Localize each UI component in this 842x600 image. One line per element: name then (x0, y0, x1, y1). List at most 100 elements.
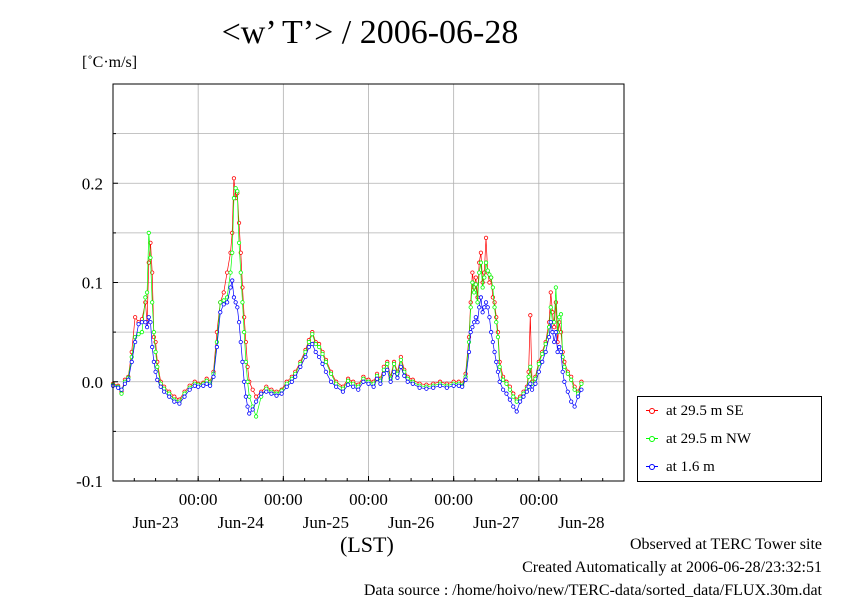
data-point (558, 349, 564, 355)
x-tick-label: 00:00 (434, 490, 473, 509)
data-point (470, 270, 475, 275)
x-date-label: Jun-26 (388, 513, 434, 532)
data-point (306, 344, 311, 350)
data-point (504, 391, 509, 396)
data-point (487, 272, 492, 277)
data-point (192, 383, 197, 388)
data-point (221, 298, 226, 303)
data-point (511, 394, 516, 399)
data-point (472, 290, 477, 295)
data-point (507, 387, 512, 392)
footer-observed: Observed at TERC Tower site (629, 536, 822, 553)
data-point (553, 300, 558, 305)
legend-label-1-6m: at 1.6 m (666, 458, 715, 475)
data-point (470, 280, 475, 285)
data-point (553, 330, 558, 335)
data-point (148, 255, 153, 260)
data-point (245, 404, 250, 409)
legend-label-se: at 29.5 m SE (666, 402, 744, 419)
data-point (494, 320, 499, 325)
data-point (565, 371, 570, 376)
data-point (548, 305, 553, 310)
data-point (485, 268, 490, 273)
data-point (528, 364, 533, 369)
data-point (562, 379, 567, 384)
data-point (151, 359, 156, 364)
data-point (473, 315, 478, 320)
data-point (155, 364, 160, 369)
data-point (274, 393, 279, 398)
data-point (310, 341, 315, 347)
data-point (431, 385, 436, 390)
data-point (470, 325, 475, 330)
data-point (495, 369, 501, 374)
data-point (253, 399, 259, 404)
data-point (558, 312, 564, 317)
data-point (129, 359, 134, 364)
data-point (148, 320, 153, 325)
data-point (126, 377, 131, 382)
data-point (552, 325, 557, 330)
data-point (247, 411, 252, 416)
data-point (119, 391, 124, 396)
data-point (207, 383, 213, 388)
data-point (242, 330, 247, 335)
data-point (146, 230, 151, 235)
data-point (242, 379, 247, 384)
data-point (524, 389, 530, 394)
data-point (243, 394, 248, 399)
data-point (540, 359, 545, 364)
data-point (235, 189, 240, 194)
data-point (466, 349, 472, 355)
data-point (162, 389, 167, 394)
data-point (553, 285, 558, 290)
data-point (552, 320, 557, 325)
data-point (480, 310, 485, 315)
data-point (243, 359, 248, 364)
data-point (492, 305, 497, 310)
data-point (245, 379, 250, 384)
data-point (511, 404, 516, 409)
data-point (119, 387, 124, 392)
data-point (158, 384, 163, 389)
data-point (228, 285, 233, 290)
data-point (557, 344, 562, 350)
data-point (514, 399, 519, 404)
data-point (451, 383, 456, 388)
data-point (150, 344, 155, 350)
data-point (196, 384, 201, 389)
data-point (211, 374, 216, 379)
data-point (504, 381, 509, 386)
data-point (557, 315, 562, 320)
data-point (177, 401, 182, 406)
data-point (238, 270, 243, 275)
data-point (492, 349, 497, 355)
data-point (533, 381, 538, 386)
data-point (548, 320, 553, 325)
data-point (483, 235, 489, 240)
data-point (253, 394, 259, 399)
data-point (468, 330, 473, 335)
data-point (231, 295, 237, 300)
data-point (495, 334, 501, 340)
data-point (356, 387, 361, 392)
data-point (477, 305, 482, 310)
data-point (475, 300, 480, 305)
data-point (569, 399, 574, 404)
data-point (293, 374, 298, 379)
data-point (543, 349, 548, 355)
data-point (487, 280, 492, 285)
x-date-label: Jun-25 (303, 513, 349, 532)
data-point (395, 375, 400, 380)
legend-label-nw: at 29.5 m NW (666, 430, 751, 447)
data-point (494, 359, 499, 364)
data-point (500, 387, 506, 392)
data-point (150, 300, 155, 305)
data-point (478, 250, 484, 255)
data-point (240, 359, 245, 364)
data-point (579, 387, 584, 392)
data-point (250, 387, 255, 392)
data-point (133, 315, 138, 320)
data-point (489, 275, 494, 280)
x-date-label: Jun-28 (558, 513, 604, 532)
